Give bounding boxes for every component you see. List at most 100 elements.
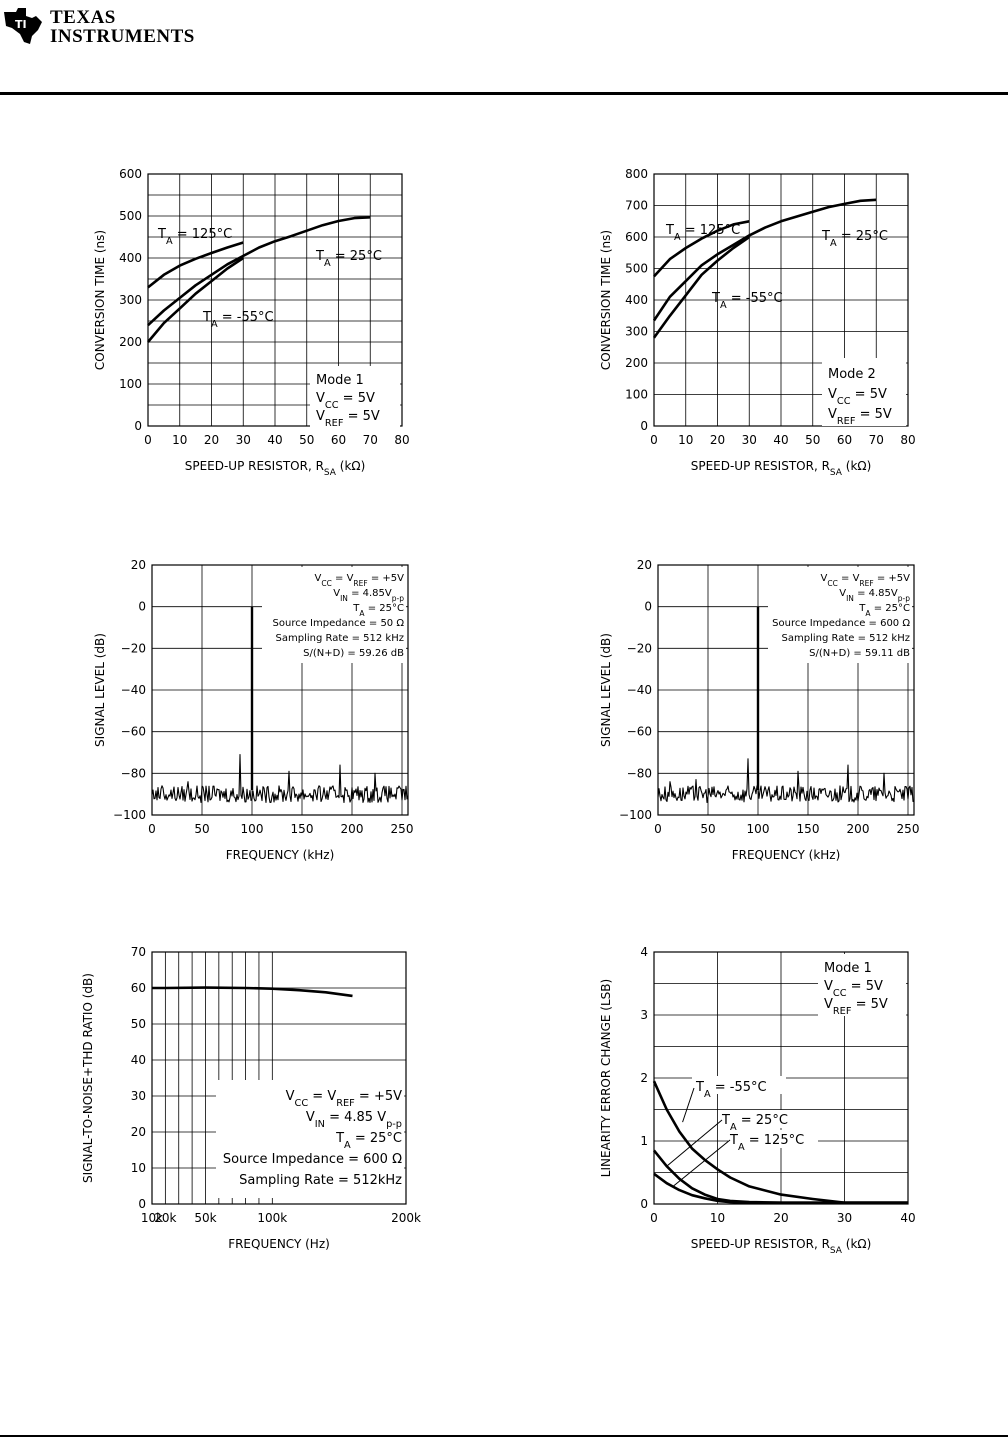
label-bg (720, 1110, 802, 1128)
y-tick-label: 4 (640, 945, 648, 959)
condition-2: TA = 25°C (352, 603, 404, 618)
conditions-box (216, 1080, 404, 1198)
x-tick-label: 0 (650, 1211, 658, 1225)
y-tick-label: 300 (119, 293, 142, 307)
label-bg (728, 1130, 818, 1148)
x-tick-label: 10 (678, 433, 693, 447)
condition-0: VCC = VREF = +5V (314, 573, 404, 588)
y-tick-label: −80 (627, 766, 652, 780)
y-tick-label: −100 (113, 808, 146, 822)
y-tick-label: −80 (121, 766, 146, 780)
x-tick-label: 10 (172, 433, 187, 447)
cond-2: VREF = 5V (828, 407, 892, 427)
y-axis-label: LINEARITY ERROR CHANGE (LSB) (599, 979, 613, 1177)
x-tick-label: 30 (837, 1211, 852, 1225)
noise-trace (657, 758, 915, 804)
y-tick-label: 400 (625, 293, 648, 307)
chart-conversion-time-mode2: 0 100 200 300 400 500 600 700 800 0 10 20 30 40 50 60 70… (599, 167, 916, 478)
chart-conversion-time-mode1: 0 100 200 300 400 500 600 0 10 20 30 40 50 60 70 80 SPEE… (93, 167, 410, 478)
y-tick-label: 0 (138, 1197, 146, 1211)
y-tick-label: −100 (619, 808, 652, 822)
logo-line2: INSTRUMENTS (50, 26, 195, 47)
y-tick-label: −60 (121, 725, 146, 739)
ti-state-logo-icon: TI (4, 8, 42, 44)
x-tick-label: 50 (700, 822, 715, 836)
x-tick-label: 10 (710, 1211, 725, 1225)
cond-0: Mode 2 (828, 367, 876, 382)
x-tick-label: 100 (747, 822, 770, 836)
noise-trace (151, 754, 409, 804)
x-tick-label: 0 (650, 433, 658, 447)
condition-2: TA = 25°C (858, 603, 910, 618)
series-line (147, 216, 371, 327)
x-axis-label: FREQUENCY (kHz) (732, 848, 841, 862)
condition-1: VIN = 4.85 Vp-p (306, 1110, 402, 1130)
x-tick-label: 20 (773, 1211, 788, 1225)
series-line (652, 198, 877, 322)
label-125c: TA = 125°C (729, 1133, 804, 1153)
y-tick-label: 20 (131, 558, 146, 572)
series-line (147, 241, 244, 289)
y-tick-label: 100 (119, 377, 142, 391)
cond-0: Mode 1 (824, 961, 872, 976)
condition-4: Sampling Rate = 512kHz (239, 1173, 402, 1188)
conditions-box (262, 567, 406, 663)
y-tick-label: 100 (625, 388, 648, 402)
y-tick-label: 10 (131, 1161, 146, 1175)
y-tick-label: 70 (131, 945, 146, 959)
label-m55c: TA = -55°C (711, 291, 783, 311)
y-tick-label: 3 (640, 1008, 648, 1022)
x-tick-label: 80 (900, 433, 915, 447)
condition-0: VCC = VREF = +5V (820, 573, 910, 588)
cond-1: VCC = 5V (824, 979, 883, 999)
y-tick-label: 20 (637, 558, 652, 572)
x-tick-label: 0 (144, 433, 152, 447)
y-tick-label: −20 (627, 641, 652, 655)
x-tick-label: 250 (391, 822, 414, 836)
condition-2: TA = 25°C (335, 1131, 402, 1151)
y-tick-label: 0 (134, 419, 142, 433)
y-axis-label: SIGNAL-TO-NOISE+THD RATIO (dB) (81, 973, 95, 1183)
page-header: TI TEXAS INSTRUMENTS (0, 0, 1008, 96)
x-tick-label: 20k (154, 1211, 176, 1225)
conditions-box (768, 567, 912, 663)
y-tick-label: 0 (644, 600, 652, 614)
label-m55c: TA = -55°C (695, 1080, 767, 1100)
logo-line1: TEXAS (50, 7, 116, 28)
y-tick-label: 400 (119, 251, 142, 265)
leader-125c (672, 1139, 731, 1187)
y-tick-label: 1 (640, 1134, 648, 1148)
label-m55c: TA = -55°C (202, 310, 274, 330)
x-tick-label: 20 (710, 433, 725, 447)
x-tick-label: 50 (299, 433, 314, 447)
y-tick-label: 500 (625, 262, 648, 276)
y-tick-label: 30 (131, 1089, 146, 1103)
x-tick-label: 150 (291, 822, 314, 836)
x-tick-label: 10k (141, 1211, 163, 1225)
x-tick-label: 40 (267, 433, 282, 447)
condition-4: Sampling Rate = 512 kHz (782, 633, 910, 644)
x-axis-label: SPEED-UP RESISTOR, RSA (kΩ) (691, 459, 872, 478)
footer-rule (0, 1435, 1008, 1437)
x-tick-label: 60 (331, 433, 346, 447)
y-tick-label: 2 (640, 1071, 648, 1085)
leader-m55c (682, 1087, 695, 1123)
x-axis-label: SPEED-UP RESISTOR, RSA (kΩ) (185, 459, 366, 478)
x-tick-label: 70 (869, 433, 884, 447)
x-tick-label: 30 (236, 433, 251, 447)
y-tick-label: 0 (138, 600, 146, 614)
y-tick-label: 0 (640, 419, 648, 433)
svg-text:TI: TI (15, 18, 27, 31)
condition-3: Source Impedance = 50 Ω (273, 618, 405, 629)
y-tick-label: 500 (119, 209, 142, 223)
y-tick-label: −60 (627, 725, 652, 739)
conditions-box (818, 954, 906, 1016)
x-tick-label: 100 (241, 822, 264, 836)
y-axis-label: SIGNAL LEVEL (dB) (599, 633, 613, 747)
x-tick-label: 150 (797, 822, 820, 836)
x-tick-label: 50k (194, 1211, 216, 1225)
x-axis-label: SPEED-UP RESISTOR, RSA (kΩ) (691, 1237, 872, 1256)
